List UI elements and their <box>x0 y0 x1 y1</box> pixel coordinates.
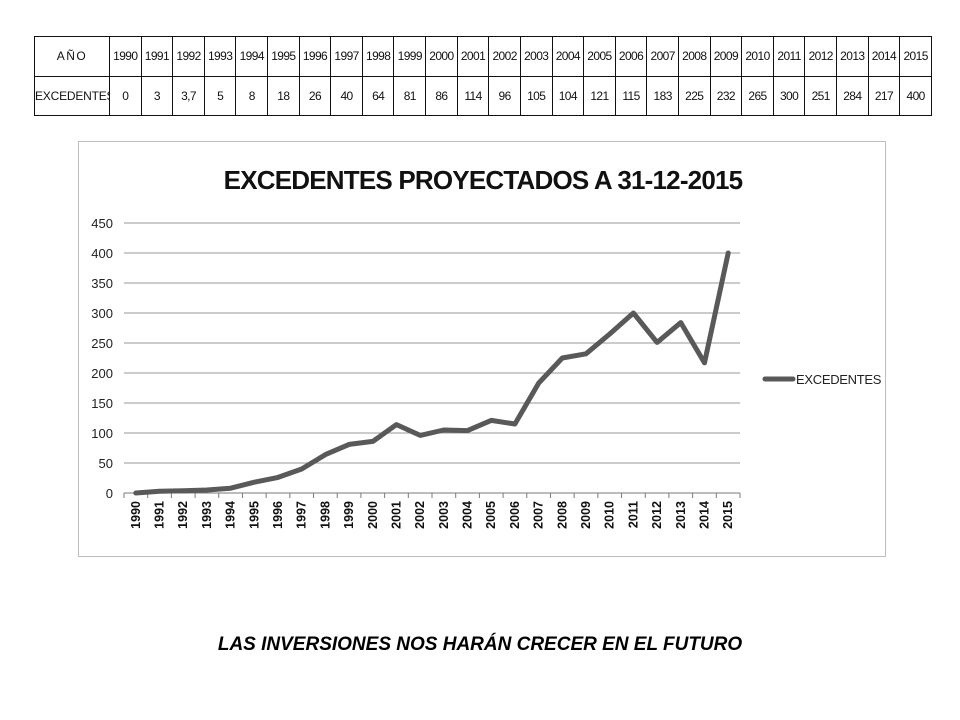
x-tick-label: 2002 <box>413 501 427 529</box>
x-tick-label: 2001 <box>389 501 403 529</box>
table-cell-value: 121 <box>583 75 616 116</box>
x-tick-label: 2012 <box>650 501 664 529</box>
footer-caption: LAS INVERSIONES NOS HARÁN CRECER EN EL F… <box>217 634 743 655</box>
x-tick-label: 2003 <box>437 501 451 529</box>
x-tick-label: 1998 <box>318 501 332 529</box>
table-row-values: EXCEDENTES 0 3 3,7 5 8 18 26 40 64 81 86 114 96 105 10… <box>34 75 932 116</box>
series-line <box>133 250 731 496</box>
y-tick-label: 300 <box>91 306 113 321</box>
table-cell-year: 1991 <box>140 36 174 77</box>
line-chart: EXCEDENTES PROYECTADOS A 31-12-2015 0 50 10… <box>91 165 882 529</box>
y-tick-label: 450 <box>91 216 113 231</box>
x-tick-label: 2013 <box>674 501 688 529</box>
table-cell-year: 1999 <box>393 36 427 77</box>
x-tick-label: 1994 <box>224 501 238 529</box>
table-cell-year: 2013 <box>836 36 869 77</box>
table-cell-value: 0 <box>109 75 142 116</box>
table-cell-value: 18 <box>267 75 300 116</box>
x-tick-label: 2015 <box>721 501 735 529</box>
y-tick-label: 0 <box>106 486 113 501</box>
y-tick-label: 50 <box>99 456 113 471</box>
table-cell-year: 1994 <box>235 36 269 77</box>
x-tick-label: 2010 <box>603 501 617 529</box>
table-cell-year: 1998 <box>361 36 395 77</box>
table-cell-year: 1996 <box>298 36 332 77</box>
table-cell-value: 5 <box>203 75 237 116</box>
table-cell-value: 3 <box>140 75 174 116</box>
table-cell-value: 217 <box>867 75 901 116</box>
x-tick-label: 2011 <box>626 501 640 528</box>
table-cell-year: 1992 <box>172 36 205 77</box>
table-cell-value: 3,7 <box>172 75 205 116</box>
table-cell-value: 114 <box>456 75 490 116</box>
table-cell-value: 265 <box>741 75 774 116</box>
table-cell-year: 2006 <box>614 36 648 77</box>
chart-container: EXCEDENTES PROYECTADOS A 31-12-2015 0 50 10… <box>78 141 886 557</box>
x-tick-label: 1992 <box>176 501 190 529</box>
y-tick-label: 400 <box>91 246 113 261</box>
y-tick-label: 150 <box>91 396 113 411</box>
table-cell-value: 26 <box>298 75 332 116</box>
table-cell-year: 2015 <box>899 36 932 77</box>
x-tick-label: 2006 <box>508 501 522 529</box>
x-tick-label: 2008 <box>555 501 569 529</box>
x-tick-label: 2004 <box>461 501 475 529</box>
table-cell-value: 86 <box>425 75 458 116</box>
table-cell-year: 2008 <box>677 36 711 77</box>
x-tick-label: 2014 <box>697 501 711 529</box>
table-cell-year: 2004 <box>551 36 585 77</box>
data-table: AÑO 1990 1991 1992 1993 1994 1995 1996 1997 1998… <box>34 36 932 116</box>
table-cell-value: 105 <box>519 75 553 116</box>
y-tick-label: 350 <box>91 276 113 291</box>
x-tick-label: 1999 <box>342 501 356 529</box>
x-tick-label: 2007 <box>532 501 546 529</box>
table-cell-year: 1997 <box>330 36 363 77</box>
x-tick-label: 1995 <box>247 501 261 529</box>
table-cell-value: 64 <box>361 75 395 116</box>
y-tick-label: 250 <box>91 336 113 351</box>
table-cell-year: 2011 <box>772 36 806 77</box>
table-cell-year: 2002 <box>488 36 521 77</box>
table-cell-value: 251 <box>804 75 838 116</box>
table-cell-value: 8 <box>235 75 269 116</box>
table-cell-value: 284 <box>836 75 869 116</box>
table-cell-year: 2007 <box>646 36 679 77</box>
x-tick-label: 2005 <box>484 501 498 529</box>
table-cell-value: 225 <box>677 75 711 116</box>
table-cell-value: 183 <box>646 75 679 116</box>
x-tick-label: 1991 <box>153 501 167 529</box>
chart-title: EXCEDENTES PROYECTADOS A 31-12-2015 <box>224 165 743 195</box>
table-cell-year: 2001 <box>456 36 490 77</box>
table-cell-year: 2010 <box>741 36 774 77</box>
table-cell-year: 2000 <box>425 36 458 77</box>
table-cell-value: 96 <box>488 75 521 116</box>
table-cell-value: 104 <box>551 75 585 116</box>
y-tick-label: 100 <box>91 426 113 441</box>
y-tick-label: 200 <box>91 366 113 381</box>
table-row-label-year: AÑO <box>34 36 110 77</box>
x-tick-label: 1990 <box>129 501 143 529</box>
legend-label: EXCEDENTES <box>796 372 882 387</box>
table-row-years: AÑO 1990 1991 1992 1993 1994 1995 1996 1997 1998… <box>34 36 932 77</box>
table-cell-year: 2009 <box>709 36 743 77</box>
x-tick-label: 1993 <box>200 501 214 529</box>
table-cell-value: 232 <box>709 75 743 116</box>
table-cell-year: 1990 <box>109 36 142 77</box>
table-cell-year: 2005 <box>583 36 616 77</box>
x-tick-label: 1997 <box>295 501 309 529</box>
x-tick-label: 1996 <box>271 501 285 529</box>
table-cell-year: 2012 <box>804 36 838 77</box>
table-cell-value: 400 <box>899 75 932 116</box>
table-cell-value: 115 <box>614 75 648 116</box>
x-tick-label: 2009 <box>579 501 593 529</box>
x-tick-label: 2000 <box>366 501 380 529</box>
table-cell-value: 81 <box>393 75 427 116</box>
table-cell-year: 2014 <box>867 36 901 77</box>
table-cell-year: 1993 <box>203 36 237 77</box>
table-row-label-excedentes: EXCEDENTES <box>34 75 110 116</box>
table-cell-value: 300 <box>772 75 806 116</box>
table-cell-value: 40 <box>330 75 363 116</box>
table-cell-year: 1995 <box>267 36 300 77</box>
table-cell-year: 2003 <box>519 36 553 77</box>
